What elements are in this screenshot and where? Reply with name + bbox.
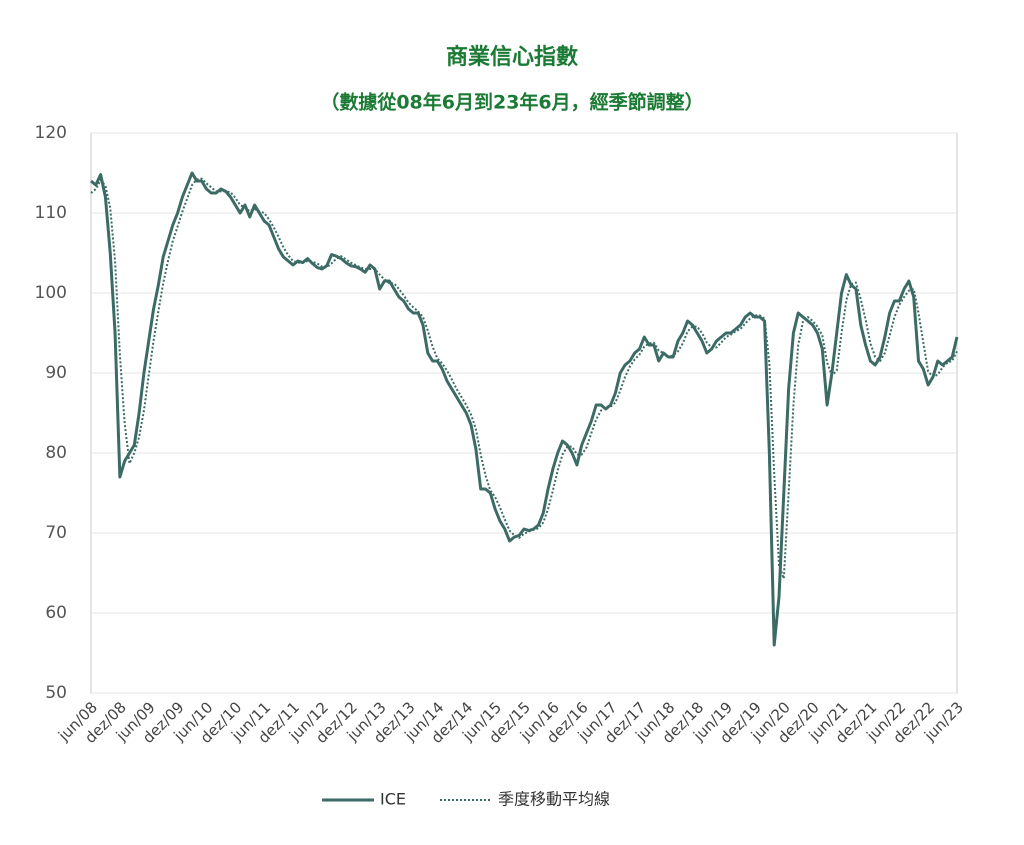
y-tick-label: 50 xyxy=(45,683,67,703)
y-tick-label: 70 xyxy=(45,523,67,543)
y-tick-label: 120 xyxy=(35,123,67,143)
y-tick-label: 80 xyxy=(45,443,67,463)
y-tick-label: 90 xyxy=(45,363,67,383)
y-tick-label: 100 xyxy=(35,283,67,303)
y-tick-label: 110 xyxy=(35,203,67,223)
legend-label: 季度移動平均線 xyxy=(498,790,610,809)
legend-label: ICE xyxy=(380,790,406,809)
chart-subtitle: （數據從08年6月到23年6月，經季節調整） xyxy=(320,91,703,114)
ice-line xyxy=(90,171,959,647)
chart-title: 商業信心指數 xyxy=(446,44,578,70)
y-tick-label: 60 xyxy=(45,603,67,623)
moving-average-line xyxy=(90,177,958,580)
plot-frame xyxy=(90,132,958,694)
